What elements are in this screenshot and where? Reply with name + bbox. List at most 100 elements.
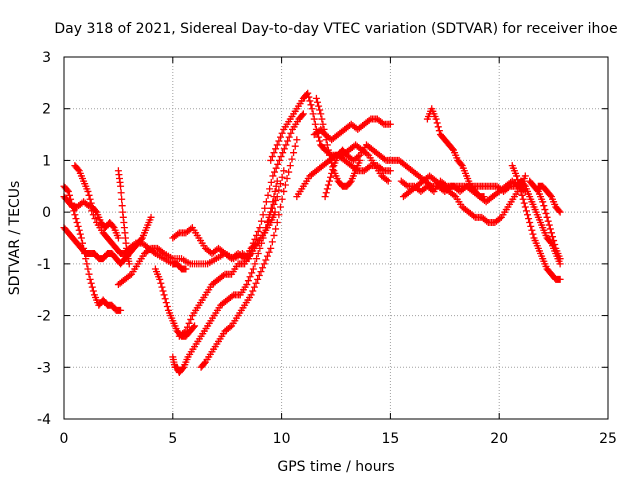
data-point-marker (546, 225, 554, 233)
data-point-marker (92, 207, 100, 215)
data-point-marker (87, 199, 95, 207)
y-tick-label: -3 (37, 360, 51, 376)
data-point-marker (254, 228, 262, 236)
data-point-marker (324, 181, 332, 189)
data-point-marker (145, 246, 153, 254)
data-point-marker (278, 129, 286, 137)
data-point-marker (267, 178, 275, 186)
data-point-marker (182, 265, 190, 273)
data-point-marker (315, 133, 323, 141)
data-point-marker (316, 137, 324, 145)
data-point-marker (118, 195, 126, 203)
data-point-marker (250, 283, 258, 291)
data-point-marker (448, 145, 456, 153)
data-point-marker (545, 221, 553, 229)
data-point-marker (259, 211, 267, 219)
data-point-marker (386, 120, 394, 128)
data-point-marker (525, 215, 533, 223)
data-point-marker (76, 230, 84, 238)
data-point-marker (522, 207, 530, 215)
data-point-marker (320, 125, 328, 133)
data-point-marker (73, 218, 81, 226)
data-point-marker (275, 211, 283, 219)
data-point-marker (321, 131, 329, 139)
data-point-marker (271, 168, 279, 176)
data-point-marker (520, 181, 528, 189)
data-point-marker (277, 180, 285, 188)
data-point-marker (249, 265, 257, 273)
data-point-marker (253, 255, 261, 263)
data-point-marker (315, 102, 323, 110)
data-point-marker (74, 165, 82, 173)
axis-layer: 0 5 10 15 20 25 -4 -3 -2 -1 0 1 2 3 (37, 50, 617, 447)
y-tick-label: 0 (42, 205, 51, 221)
data-point-marker (299, 110, 307, 118)
data-point-marker (78, 239, 86, 247)
data-point-marker (480, 193, 488, 201)
data-point-marker (319, 120, 327, 128)
data-point-marker (249, 287, 257, 295)
data-point-marker (228, 292, 236, 300)
data-point-marker (160, 291, 168, 299)
data-point-marker (526, 218, 534, 226)
data-point-marker (470, 212, 478, 220)
data-point-marker (281, 181, 289, 189)
data-point-marker (325, 177, 333, 185)
data-point-marker (322, 189, 330, 197)
data-point-marker (307, 101, 315, 109)
data-point-marker (69, 203, 77, 211)
data-point-marker (182, 327, 190, 335)
data-point-marker (185, 319, 193, 327)
data-point-marker (257, 217, 265, 225)
data-point-marker (378, 165, 386, 173)
data-point-marker (402, 181, 410, 189)
data-point-marker (162, 299, 170, 307)
data-point-marker (85, 270, 93, 278)
data-point-marker (275, 156, 283, 164)
data-point-marker (191, 322, 199, 330)
data-point-marker (163, 303, 171, 311)
data-point-marker (262, 198, 270, 206)
data-point-marker (277, 133, 285, 141)
data-point-marker (291, 142, 299, 150)
data-point-marker (270, 200, 278, 208)
data-point-marker (259, 264, 267, 272)
data-point-marker (384, 177, 392, 185)
series-arc-7 (151, 265, 199, 340)
data-point-marker (519, 195, 527, 203)
data-point-marker (273, 218, 281, 226)
data-point-marker (277, 203, 285, 211)
data-point-marker (255, 271, 263, 279)
data-point-marker (278, 173, 286, 181)
data-point-marker (521, 203, 529, 211)
data-point-marker (68, 199, 76, 207)
data-point-marker (157, 279, 165, 287)
data-point-marker (308, 105, 316, 113)
data-point-marker (84, 265, 92, 273)
data-point-marker (125, 260, 133, 268)
series-arc-11 (197, 136, 301, 371)
data-point-marker (174, 230, 182, 238)
series-arc-4 (71, 162, 122, 242)
data-point-marker (156, 275, 164, 283)
data-point-marker (514, 176, 522, 184)
data-point-marker (117, 306, 125, 314)
data-point-marker (317, 110, 325, 118)
data-point-marker (434, 123, 442, 131)
data-point-marker (262, 224, 270, 232)
data-point-marker (268, 238, 276, 246)
data-point-marker (70, 207, 78, 215)
data-point-marker (158, 248, 166, 256)
series-arc-12 (267, 89, 394, 175)
data-point-marker (327, 173, 335, 181)
data-point-marker (310, 115, 318, 123)
data-point-marker (539, 198, 547, 206)
data-point-marker (260, 229, 268, 237)
data-point-marker (65, 191, 73, 199)
data-point-marker (517, 187, 525, 195)
grid-layer (64, 57, 608, 419)
data-point-marker (363, 150, 371, 158)
data-point-marker (239, 253, 247, 261)
data-point-marker (365, 163, 373, 171)
data-point-marker (85, 191, 93, 199)
